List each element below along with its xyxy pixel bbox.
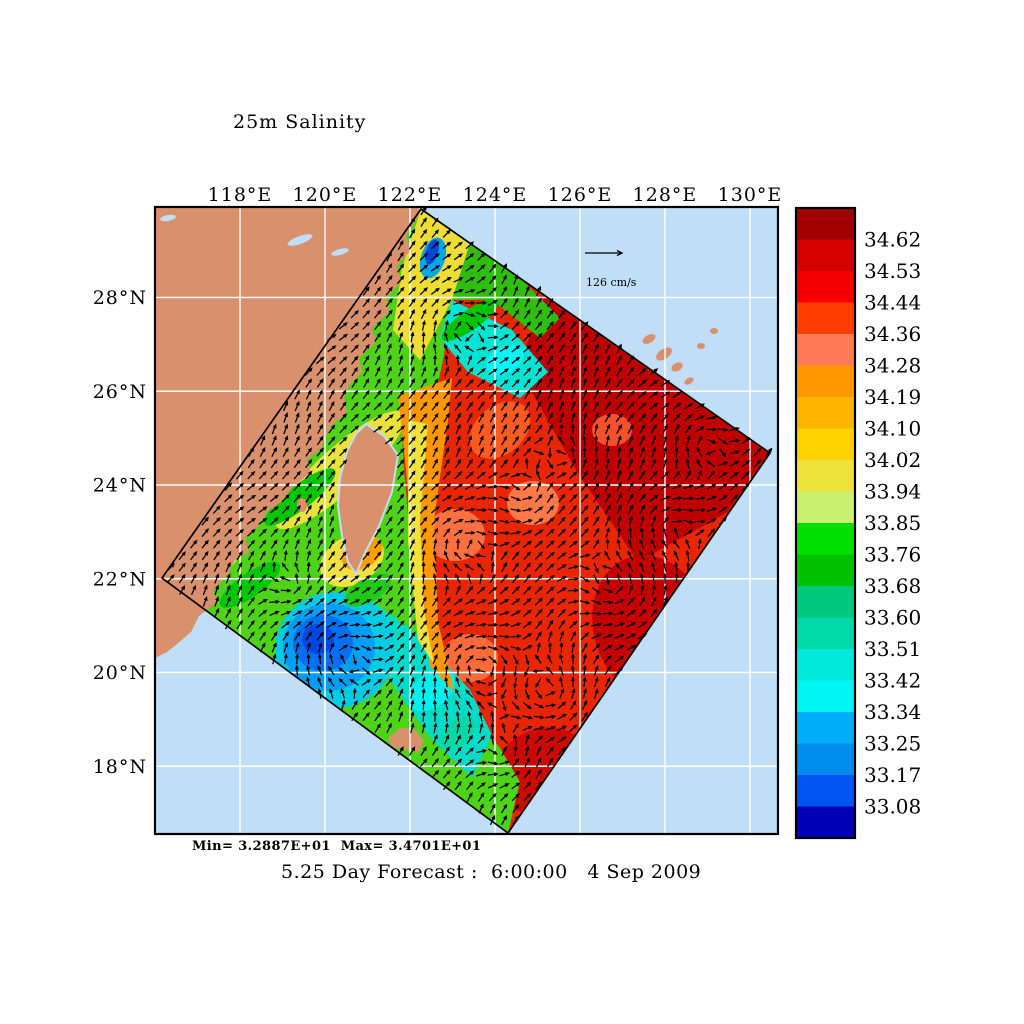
map-area — [155, 207, 778, 834]
colorbar-label: 34.28 — [864, 354, 921, 378]
colorbar-label: 33.60 — [864, 606, 921, 630]
colorbar-label: 33.08 — [864, 795, 921, 819]
colorbar-segment — [796, 712, 855, 744]
field-region-eddy-core-3 — [442, 634, 498, 682]
lat-tick-label: 18°N — [93, 756, 147, 778]
field-region-eddy-core-4 — [592, 414, 632, 446]
colorbar-segment — [796, 649, 855, 681]
colorbar-segment — [796, 428, 855, 461]
small-island — [656, 347, 672, 361]
colorbar-segment — [796, 680, 855, 713]
lon-tick-label: 126°E — [548, 184, 613, 206]
colorbar-segment — [796, 554, 855, 587]
small-island — [684, 377, 694, 385]
longitude-axis: 118°E 120°E 122°E 124°E 126°E 128°E 130°E — [208, 184, 783, 206]
mainland-china-landmass — [155, 207, 420, 658]
colorbar-segment — [796, 302, 855, 335]
colorbar-segment — [796, 806, 855, 839]
colorbar-segment — [796, 365, 855, 398]
taiwan-island — [336, 422, 400, 577]
land-masses — [155, 207, 718, 752]
colorbar-label: 33.51 — [864, 637, 921, 661]
colorbar-segment — [796, 460, 855, 492]
colorbar-label: 34.53 — [864, 259, 921, 283]
colorbar-segment — [796, 491, 855, 524]
lon-tick-label: 128°E — [633, 184, 698, 206]
colorbar-segment — [796, 586, 855, 618]
small-island — [697, 343, 705, 349]
graticule — [155, 207, 778, 834]
inland-water — [287, 234, 313, 246]
lon-tick-label: 118°E — [208, 184, 273, 206]
inland-water — [331, 248, 349, 256]
lon-tick-label: 130°E — [718, 184, 783, 206]
colorbar-segment — [796, 617, 855, 650]
colorbar-label: 34.02 — [864, 448, 921, 472]
colorbar-label: 33.25 — [864, 732, 921, 756]
small-island — [710, 328, 718, 334]
luzon-island — [388, 728, 424, 752]
field-region-green-streak-4 — [219, 562, 281, 608]
colorbar-label: 34.19 — [864, 385, 921, 409]
colorbar-label: 33.17 — [864, 763, 921, 787]
colorbar: 34.62 34.53 34.44 34.36 34.28 34.19 34.10 34.02… — [794, 206, 921, 840]
colorbar-segment — [796, 334, 855, 366]
forecast-caption: 5.25 Day Forecast : 6:00:00 4 Sep 2009 — [281, 861, 702, 883]
colorbar-segment — [796, 208, 855, 240]
colorbar-label: 33.34 — [864, 700, 921, 724]
lon-tick-label: 120°E — [293, 184, 358, 206]
current-vector-arrows — [166, 207, 773, 826]
colorbar-segment — [796, 271, 855, 303]
colorbar-segment — [796, 523, 855, 555]
reference-arrow-icon — [585, 249, 624, 257]
colorbar-segment — [796, 397, 855, 429]
lat-tick-label: 26°N — [93, 381, 147, 403]
field-region-teal-south — [440, 716, 476, 750]
colorbar-label: 33.85 — [864, 511, 921, 535]
field-region-green-streak-1 — [441, 298, 499, 342]
reference-vector-label: 126 cm/s — [586, 276, 637, 289]
colorbar-segment — [796, 743, 855, 776]
latitude-axis: 28°N 26°N 24°N 22°N 20°N 18°N — [93, 287, 147, 778]
colorbar-label: 33.42 — [864, 669, 921, 693]
field-region-eddy-core-2 — [507, 481, 559, 525]
field-region-yellow-taiwan-east — [408, 420, 434, 664]
colorbar-label: 34.10 — [864, 417, 921, 441]
small-island — [671, 362, 683, 372]
lon-tick-label: 122°E — [378, 184, 443, 206]
small-island — [642, 334, 656, 344]
small-island — [297, 498, 307, 512]
colorbar-label: 33.76 — [864, 543, 921, 567]
colorbar-segment — [796, 775, 855, 807]
colorbar-label: 33.94 — [864, 480, 921, 504]
inland-water — [160, 214, 176, 222]
reference-vector: 126 cm/s — [585, 249, 637, 289]
map-frame — [153, 205, 780, 836]
lat-tick-label: 24°N — [93, 475, 147, 497]
minmax-stats: Min= 3.2887E+01 Max= 3.4701E+01 — [192, 839, 482, 854]
colorbar-label: 34.36 — [864, 322, 921, 346]
colorbar-border — [794, 206, 857, 840]
colorbar-segment — [796, 239, 855, 272]
lat-tick-label: 20°N — [93, 662, 147, 684]
lon-tick-label: 124°E — [463, 184, 528, 206]
plot-title: 25m Salinity — [233, 111, 367, 133]
colorbar-label: 34.62 — [864, 228, 921, 252]
lat-tick-label: 22°N — [93, 568, 147, 590]
lat-tick-label: 28°N — [93, 287, 147, 309]
colorbar-label: 33.68 — [864, 574, 921, 598]
colorbar-label: 34.44 — [864, 291, 921, 315]
